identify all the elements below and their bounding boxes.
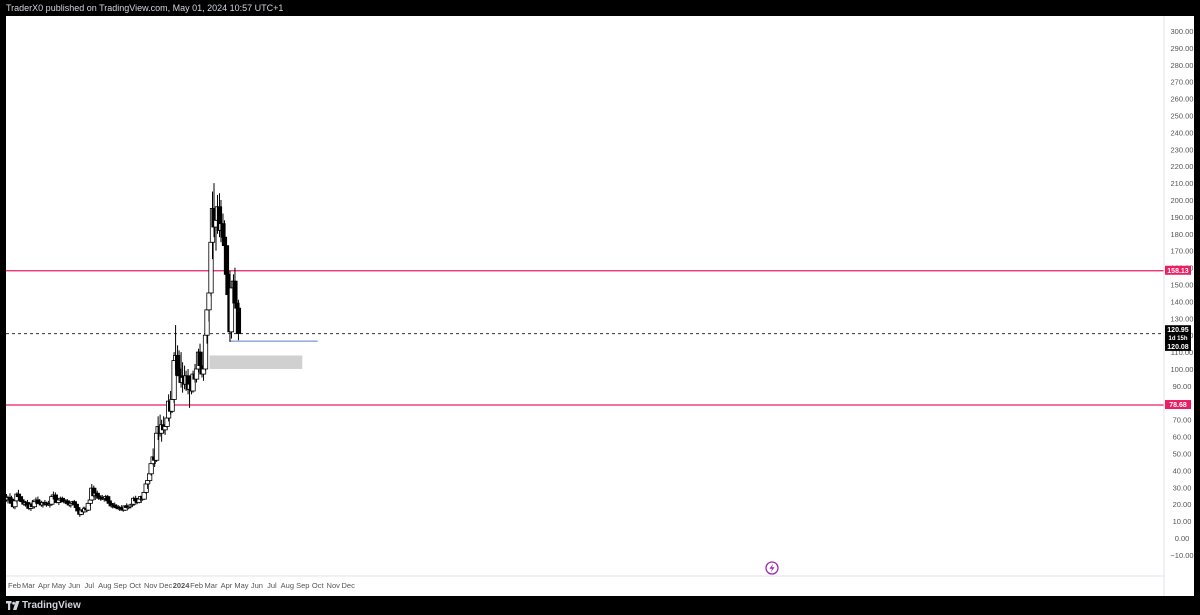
lines-layer [6, 270, 1164, 406]
y-tick-label: 140.00 [1171, 297, 1194, 306]
x-tick-label: May [52, 581, 66, 590]
x-tick-label: Apr [221, 581, 233, 590]
time-axis: Feb Mar Apr May Jun Jul Aug Sep Oct Nov Dec 2024 Feb… [8, 581, 355, 590]
x-tick-label: Jul [267, 581, 277, 590]
x-tick-label: Aug [281, 581, 294, 590]
x-tick-label: Feb [8, 581, 21, 590]
current-price-tag-text: 120.95 [1167, 327, 1189, 334]
x-tick-label: Sep [296, 581, 309, 590]
x-tick-label: Dec [342, 581, 356, 590]
y-tick-label: −10.00 [1170, 551, 1193, 560]
y-tick-label: 40.00 [1173, 466, 1192, 475]
candlestick-chart[interactable]: 300.00 290.00 280.00 270.00 260.00 250.00 240.… [0, 16, 1194, 596]
publish-bar: TraderX0 published on TradingView.com, M… [0, 0, 1200, 16]
y-tick-label: 20.00 [1173, 500, 1192, 509]
y-tick-label: 250.00 [1171, 112, 1194, 121]
y-tick-label: 150.00 [1171, 281, 1194, 290]
current-price-tag: 120.95 1d 15h [1165, 325, 1191, 343]
y-tick-label: 50.00 [1173, 450, 1192, 459]
x-tick-label: Mar [22, 581, 35, 590]
y-tick-label: 70.00 [1173, 416, 1192, 425]
y-tick-label: 60.00 [1173, 433, 1192, 442]
x-tick-label: 2024 [173, 581, 191, 590]
y-tick-label: 230.00 [1171, 145, 1194, 154]
y-tick-label: 170.00 [1171, 247, 1194, 256]
demand-zone[interactable] [209, 355, 303, 369]
footer-bar: TradingView [0, 596, 1200, 615]
y-tick-label: 90.00 [1173, 382, 1192, 391]
y-tick-label: 200.00 [1171, 196, 1194, 205]
x-tick-label: Jun [251, 581, 263, 590]
y-tick-label: 10.00 [1173, 517, 1192, 526]
x-tick-label: Sep [114, 581, 127, 590]
level-price-tag-1-text: 78.68 [1169, 402, 1187, 409]
x-tick-label: Feb [190, 581, 203, 590]
x-tick-label: Jun [68, 581, 80, 590]
y-tick-label: 0.00 [1175, 534, 1190, 543]
y-tick-label: 110.00 [1171, 348, 1193, 357]
zone-layer [209, 355, 303, 369]
y-tick-label: 210.00 [1171, 179, 1194, 188]
x-tick-label: Jul [84, 581, 94, 590]
prev-close-tag: 120.08 [1165, 341, 1191, 351]
y-tick-label: 190.00 [1171, 213, 1194, 222]
y-tick-label: 100.00 [1171, 365, 1194, 374]
y-tick-label: 30.00 [1173, 483, 1192, 492]
chart-frame[interactable]: 300.00 290.00 280.00 270.00 260.00 250.00 240.… [0, 16, 1194, 596]
level-price-tag-0-text: 158.13 [1167, 268, 1189, 275]
x-tick-label: Aug [98, 581, 111, 590]
y-tick-label: 280.00 [1171, 61, 1194, 70]
footer-brand: TradingView [22, 600, 81, 611]
event-icon[interactable] [765, 561, 779, 575]
x-tick-label: Nov [327, 581, 341, 590]
level-price-tag-0: 158.13 [1165, 265, 1191, 275]
y-tick-label: 300.00 [1171, 27, 1194, 36]
candle[interactable] [235, 299, 242, 341]
x-tick-label: Mar [205, 581, 218, 590]
price-labels: 158.13 78.68 120.95 1d 15h 120.08 [1165, 265, 1191, 410]
x-tick-label: Nov [144, 581, 158, 590]
price-axis: 300.00 290.00 280.00 270.00 260.00 250.00 240.… [1170, 27, 1193, 560]
prev-close-tag-text: 120.08 [1167, 344, 1189, 351]
y-tick-label: 180.00 [1171, 230, 1194, 239]
tradingview-logo-icon [6, 601, 20, 610]
y-tick-label: 270.00 [1171, 78, 1194, 87]
x-tick-label: Oct [312, 581, 325, 590]
x-tick-label: May [234, 581, 248, 590]
y-tick-label: 240.00 [1171, 128, 1194, 137]
publish-line: TraderX0 published on TradingView.com, M… [6, 3, 284, 13]
current-price-tag-text: 1d 15h [1168, 336, 1187, 342]
y-tick-label: 130.00 [1171, 314, 1194, 323]
y-tick-label: 220.00 [1171, 162, 1194, 171]
y-tick-label: 290.00 [1171, 44, 1194, 53]
x-tick-label: Oct [129, 581, 142, 590]
x-tick-label: Dec [159, 581, 173, 590]
candles-layer [0, 183, 242, 517]
x-tick-label: Apr [38, 581, 50, 590]
level-price-tag-1: 78.68 [1165, 400, 1191, 410]
y-tick-label: 260.00 [1171, 95, 1194, 104]
